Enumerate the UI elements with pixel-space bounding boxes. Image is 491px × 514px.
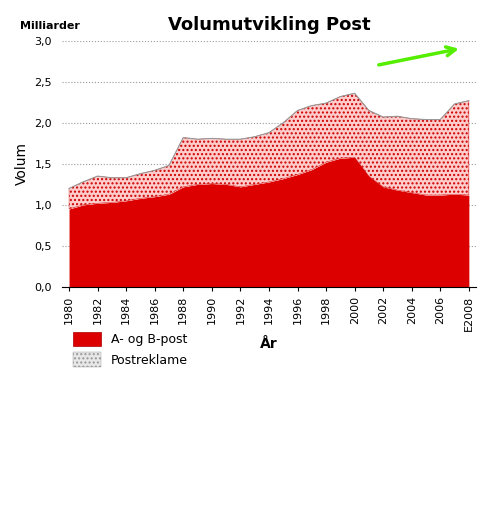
- Legend: A- og B-post, Postreklame: A- og B-post, Postreklame: [68, 326, 192, 372]
- Text: Milliarder: Milliarder: [21, 21, 81, 31]
- Y-axis label: Volum: Volum: [15, 142, 29, 186]
- Title: Volumutvikling Post: Volumutvikling Post: [167, 16, 370, 34]
- X-axis label: År: År: [260, 337, 278, 351]
